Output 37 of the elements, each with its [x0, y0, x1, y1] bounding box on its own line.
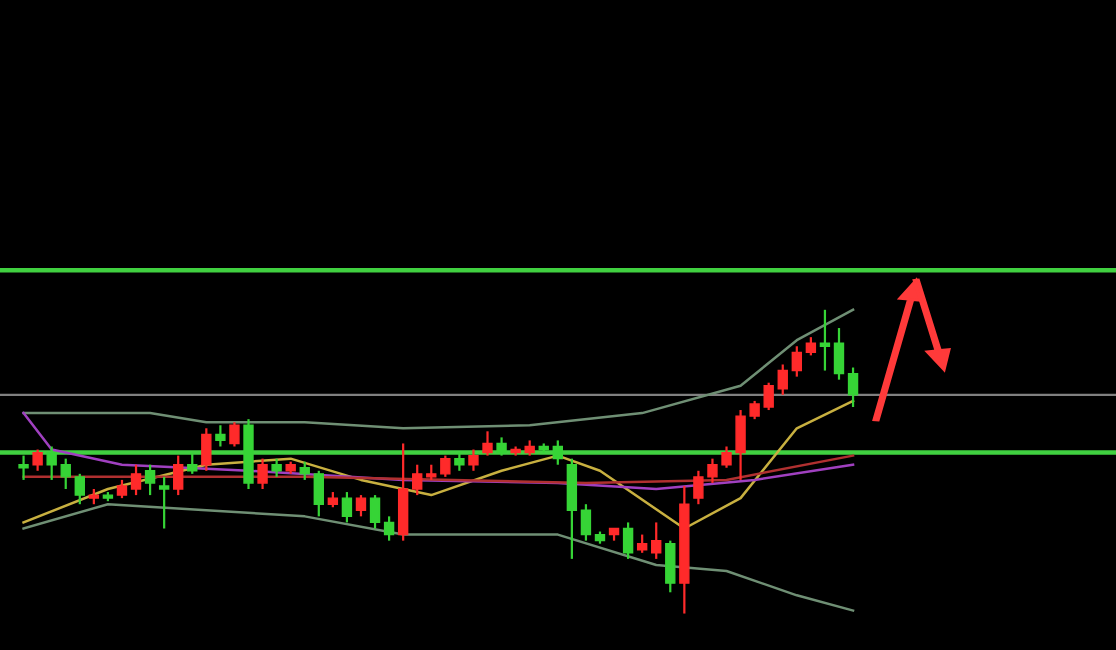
- candlestick: [130, 463, 142, 497]
- candlestick: [116, 478, 128, 500]
- candlestick: [271, 457, 282, 478]
- candlestick: [777, 363, 788, 396]
- candlestick: [383, 515, 395, 542]
- candlestick: [355, 493, 367, 518]
- candlestick: [819, 308, 831, 372]
- candlestick: [440, 454, 451, 478]
- candlestick: [397, 442, 409, 542]
- candlestick: [369, 493, 381, 530]
- candlestick: [566, 457, 578, 560]
- candlestick: [32, 448, 43, 472]
- candlestick: [341, 490, 353, 524]
- candlestick: [313, 469, 324, 518]
- candlestick: [482, 430, 493, 457]
- candlestick: [651, 521, 662, 560]
- candlestick: [636, 533, 648, 554]
- candlestick: [144, 463, 156, 497]
- candlestick: [791, 345, 803, 378]
- candlestick: [299, 460, 310, 482]
- candlestick: [173, 454, 184, 497]
- candlestick: [412, 463, 423, 497]
- candlestick: [60, 457, 71, 491]
- candlestick: [215, 424, 226, 448]
- candlestick: [158, 475, 170, 530]
- candlestick: [257, 457, 268, 491]
- candlestick: [468, 448, 479, 472]
- candlestick: [74, 472, 85, 506]
- candlestick: [833, 326, 845, 381]
- candlestick: [622, 521, 634, 560]
- candlestick: [580, 503, 592, 542]
- candlestick: [229, 421, 240, 448]
- candlestick: [665, 539, 676, 594]
- candlestick: [847, 366, 859, 409]
- candlestick: [805, 336, 817, 357]
- candlestick: [763, 381, 774, 412]
- candlestick: [201, 427, 212, 472]
